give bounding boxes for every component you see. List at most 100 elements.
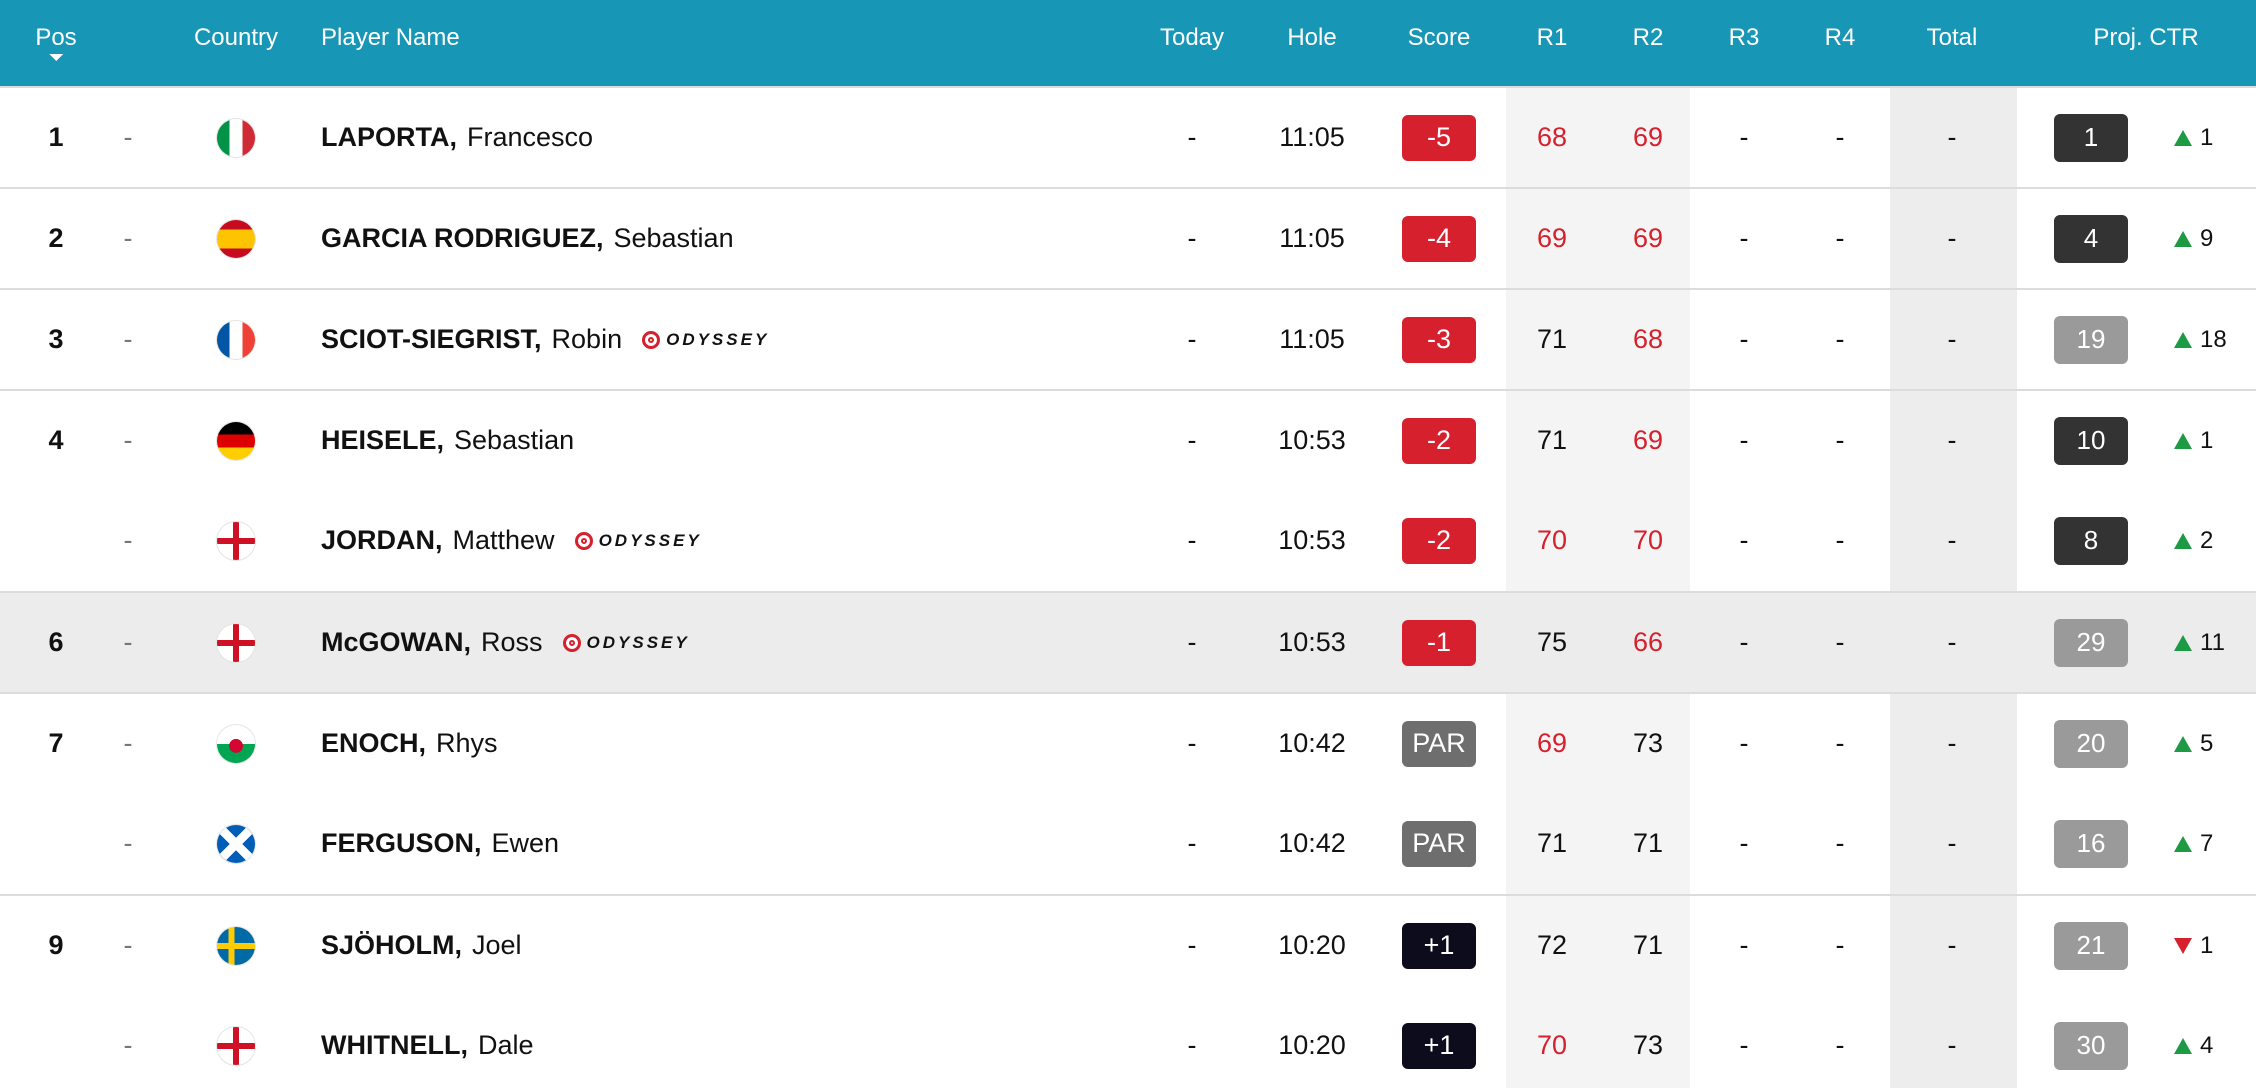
position: 6 bbox=[48, 627, 64, 657]
total-score: - bbox=[1947, 627, 1957, 657]
proj-ctr-change-value: 2 bbox=[2200, 526, 2214, 554]
round-1-score: 69 bbox=[1536, 223, 1568, 253]
proj-ctr-cell: 29 bbox=[2054, 593, 2128, 692]
player-name[interactable]: GARCIA RODRIGUEZ, Sebastian bbox=[321, 189, 734, 288]
today-score: - bbox=[1187, 122, 1197, 152]
flag-cell bbox=[217, 290, 255, 389]
score-cell: -2 bbox=[1402, 490, 1476, 591]
today-column-header[interactable]: Today bbox=[1159, 24, 1225, 51]
sponsor-logo-text: ODYSSEY bbox=[586, 632, 690, 652]
score-cell: -5 bbox=[1402, 88, 1476, 187]
total-score: - bbox=[1947, 324, 1957, 354]
proj-ctr-column-header[interactable]: Proj. CTR bbox=[2093, 24, 2199, 51]
sort-desc-icon bbox=[48, 54, 63, 61]
round-4-score: - bbox=[1835, 122, 1845, 152]
hole-column-header[interactable]: Hole bbox=[1287, 24, 1337, 51]
player-name-column-header[interactable]: Player Name bbox=[321, 24, 460, 51]
proj-ctr-change: 9 bbox=[2174, 189, 2213, 288]
player-surname: FERGUSON, bbox=[321, 828, 482, 858]
proj-ctr-change-value: 1 bbox=[2200, 123, 2214, 151]
round-4-score: - bbox=[1835, 728, 1845, 758]
round-3-score: - bbox=[1739, 1030, 1749, 1060]
total-score: - bbox=[1947, 1030, 1957, 1060]
total-score: - bbox=[1947, 930, 1957, 960]
player-name[interactable]: HEISELE, Sebastian bbox=[321, 391, 574, 490]
leaderboard-row[interactable]: 7 - ENOCH, Rhys - 10:42 PAR 69 73 - - - … bbox=[0, 692, 2256, 793]
score-column-header[interactable]: Score bbox=[1407, 24, 1471, 51]
score-cell: -4 bbox=[1402, 189, 1476, 288]
score-badge: -3 bbox=[1402, 316, 1476, 363]
leaderboard-row[interactable]: 4 - HEISELE, Sebastian - 10:53 -2 71 69 … bbox=[0, 389, 2256, 490]
leaderboard-row[interactable]: - JORDAN, Matthew ODYSSEY - 10:53 -2 70 … bbox=[0, 490, 2256, 591]
score-cell: -3 bbox=[1402, 290, 1476, 389]
player-name[interactable]: LAPORTA, Francesco bbox=[321, 88, 593, 187]
proj-ctr-change-value: 5 bbox=[2200, 729, 2214, 757]
proj-ctr-badge: 16 bbox=[2054, 819, 2128, 868]
round-4-score: - bbox=[1835, 627, 1845, 657]
round-4-score: - bbox=[1835, 425, 1845, 455]
proj-ctr-cell: 30 bbox=[2054, 995, 2128, 1088]
score-cell: -2 bbox=[1402, 391, 1476, 490]
proj-ctr-change-value: 1 bbox=[2200, 931, 2214, 959]
proj-ctr-badge: 19 bbox=[2054, 315, 2128, 364]
round-1-score: 68 bbox=[1536, 122, 1568, 152]
score-badge: PAR bbox=[1402, 820, 1476, 867]
arrow-up-icon bbox=[2174, 634, 2192, 651]
player-name[interactable]: WHITNELL, Dale bbox=[321, 995, 534, 1088]
rounds-column-shade bbox=[1506, 86, 1690, 1088]
position: 4 bbox=[48, 425, 64, 455]
player-name[interactable]: McGOWAN, Ross ODYSSEY bbox=[321, 593, 690, 692]
today-score: - bbox=[1187, 324, 1197, 354]
leaderboard-row[interactable]: - FERGUSON, Ewen - 10:42 PAR 71 71 - - -… bbox=[0, 793, 2256, 894]
round-2-score: 73 bbox=[1632, 1030, 1664, 1060]
round-1-score: 69 bbox=[1536, 728, 1568, 758]
player-name[interactable]: FERGUSON, Ewen bbox=[321, 793, 559, 894]
flag-cell bbox=[217, 793, 255, 894]
leaderboard-rows: 1 - LAPORTA, Francesco - 11:05 -5 68 69 … bbox=[0, 86, 2256, 1088]
total-score: - bbox=[1947, 728, 1957, 758]
round-1-score: 70 bbox=[1536, 1030, 1568, 1060]
proj-ctr-cell: 4 bbox=[2054, 189, 2128, 288]
player-firstname: Dale bbox=[477, 1030, 534, 1060]
round-1-score: 70 bbox=[1536, 525, 1568, 555]
england-flag-icon bbox=[217, 521, 255, 560]
tee-time: 10:53 bbox=[1278, 525, 1346, 555]
r1-column-header[interactable]: R1 bbox=[1536, 24, 1568, 51]
proj-ctr-change-value: 18 bbox=[2200, 325, 2227, 353]
leaderboard-row[interactable]: 6 - McGOWAN, Ross ODYSSEY - 10:53 -1 75 … bbox=[0, 591, 2256, 692]
player-name[interactable]: JORDAN, Matthew ODYSSEY bbox=[321, 490, 702, 591]
proj-ctr-badge: 10 bbox=[2054, 416, 2128, 465]
today-score: - bbox=[1187, 828, 1197, 858]
flag-cell bbox=[217, 896, 255, 995]
round-1-score: 71 bbox=[1536, 425, 1568, 455]
pos-column-header[interactable]: Pos bbox=[35, 0, 77, 86]
round-3-score: - bbox=[1739, 122, 1749, 152]
player-name[interactable]: SJÖHOLM, Joel bbox=[321, 896, 522, 995]
leaderboard-row[interactable]: 3 - SCIOT-SIEGRIST, Robin ODYSSEY - 11:0… bbox=[0, 288, 2256, 389]
player-firstname: Francesco bbox=[467, 122, 594, 152]
leaderboard-row[interactable]: 9 - SJÖHOLM, Joel - 10:20 +1 72 71 - - -… bbox=[0, 894, 2256, 995]
country-column-header[interactable]: Country bbox=[193, 24, 279, 51]
total-score: - bbox=[1947, 425, 1957, 455]
england-flag-icon bbox=[217, 1026, 255, 1065]
total-score: - bbox=[1947, 525, 1957, 555]
arrow-down-icon bbox=[2174, 937, 2192, 954]
round-4-score: - bbox=[1835, 828, 1845, 858]
tee-time: 10:20 bbox=[1278, 930, 1346, 960]
leaderboard-row[interactable]: 2 - GARCIA RODRIGUEZ, Sebastian - 11:05 … bbox=[0, 187, 2256, 288]
r2-column-header[interactable]: R2 bbox=[1632, 24, 1664, 51]
leaderboard-row[interactable]: 1 - LAPORTA, Francesco - 11:05 -5 68 69 … bbox=[0, 86, 2256, 187]
total-column-header[interactable]: Total bbox=[1926, 24, 1978, 51]
r4-column-header[interactable]: R4 bbox=[1824, 24, 1856, 51]
round-2-score: 71 bbox=[1632, 828, 1664, 858]
player-name[interactable]: ENOCH, Rhys bbox=[321, 694, 498, 793]
flag-cell bbox=[217, 490, 255, 591]
leaderboard-row[interactable]: - WHITNELL, Dale - 10:20 +1 70 73 - - - … bbox=[0, 995, 2256, 1088]
r3-column-header[interactable]: R3 bbox=[1728, 24, 1760, 51]
player-surname: WHITNELL, bbox=[321, 1030, 468, 1060]
arrow-up-icon bbox=[2174, 1037, 2192, 1054]
position: 3 bbox=[48, 324, 64, 354]
tee-time: 11:05 bbox=[1279, 223, 1345, 253]
player-name[interactable]: SCIOT-SIEGRIST, Robin ODYSSEY bbox=[321, 290, 769, 389]
